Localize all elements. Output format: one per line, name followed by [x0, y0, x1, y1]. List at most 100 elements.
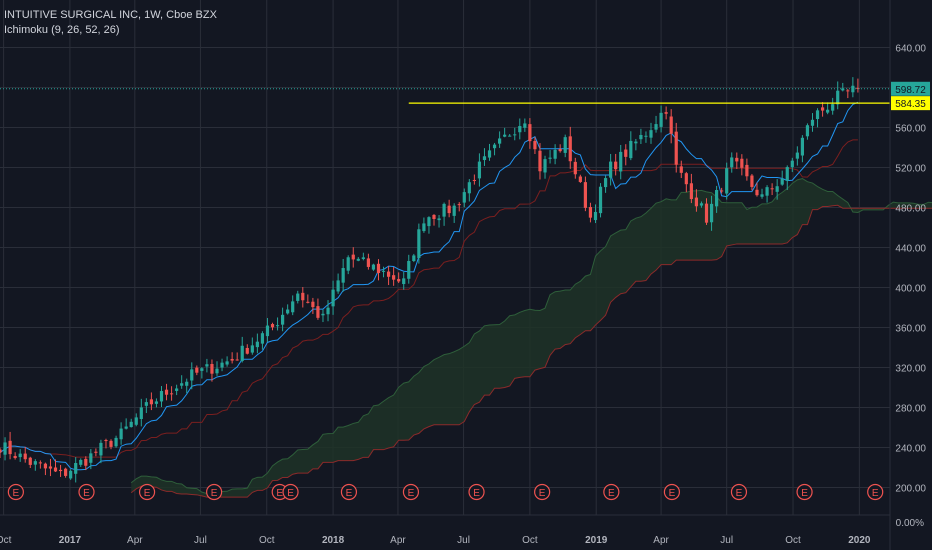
candle [64, 467, 68, 478]
candle-body [679, 166, 683, 173]
candle-body [351, 254, 355, 260]
candle-body [89, 453, 93, 463]
price-axis[interactable]: 640.00600.00560.00520.00480.00440.00400.… [889, 0, 930, 550]
candle-body [225, 361, 229, 365]
earnings-marker[interactable]: E [138, 483, 156, 501]
candle [563, 134, 567, 158]
candle-body [341, 268, 345, 283]
indicator-title[interactable]: Ichimoku (9, 26, 52, 26) [4, 24, 120, 36]
candle-body [235, 359, 239, 361]
candle-body [452, 205, 456, 216]
earnings-marker[interactable]: E [7, 483, 24, 501]
earnings-label: E [539, 488, 546, 499]
candle [8, 431, 12, 460]
candle [190, 362, 194, 390]
candle-body [659, 112, 663, 127]
candle [175, 384, 179, 396]
candle-body [154, 401, 159, 404]
candle [558, 144, 562, 153]
candle-body [785, 167, 789, 181]
candle [649, 122, 653, 144]
candle-body [386, 271, 391, 277]
earnings-marker[interactable]: E [663, 483, 681, 501]
earnings-marker[interactable]: E [78, 483, 95, 501]
candle [321, 309, 325, 323]
candle-body [129, 421, 133, 428]
candle-body [321, 313, 325, 316]
candle [583, 176, 587, 212]
candle [800, 135, 804, 163]
candle-body [417, 229, 421, 258]
candle [240, 336, 244, 363]
candle [538, 143, 542, 180]
candle [346, 255, 350, 275]
candle-body [563, 137, 567, 153]
y-tick-label: 480.00 [895, 204, 926, 215]
candle [13, 452, 17, 460]
candle [634, 138, 638, 151]
earnings-circle [867, 483, 884, 501]
earnings-label: E [801, 488, 808, 499]
earnings-marker[interactable]: E [206, 483, 223, 501]
candle-body [149, 399, 153, 405]
candle-body [795, 152, 799, 159]
candle-body [725, 168, 729, 194]
candle-body [634, 141, 638, 144]
earnings-circle [206, 483, 223, 501]
candle [482, 148, 487, 166]
time-axis[interactable]: Oct 2017 Apr Jul Oct 2018 Apr Jul Oct 2019 Apr Jul O… [0, 514, 890, 546]
x-tick-label: Oct [522, 535, 538, 546]
candle-body [841, 88, 845, 91]
candle-body [64, 468, 68, 476]
candle-body [760, 194, 764, 197]
candle [255, 333, 259, 354]
candle [366, 253, 370, 270]
candle-body [402, 278, 406, 285]
candle [785, 165, 789, 190]
candle-body [195, 367, 199, 373]
candle-body [114, 437, 118, 447]
candle-body [593, 211, 598, 221]
candle-body [134, 417, 138, 425]
candle [457, 202, 461, 212]
y-tick-label: 440.00 [895, 244, 926, 255]
candle [856, 78, 860, 93]
x-tick-label: Apr [127, 535, 143, 546]
y-tick-label: 520.00 [895, 164, 926, 175]
earnings-marker[interactable]: E [468, 483, 485, 501]
candle [760, 188, 764, 199]
candle-body [200, 368, 204, 371]
candle [296, 290, 300, 304]
candle-body [836, 90, 840, 105]
earnings-marker[interactable]: E [603, 483, 620, 501]
candle [790, 157, 794, 173]
candle [740, 154, 744, 176]
earnings-marker[interactable]: E [340, 483, 358, 501]
earnings-marker[interactable]: E [282, 483, 299, 501]
y-tick-label: 240.00 [895, 444, 926, 455]
candle-body [164, 389, 169, 395]
earnings-marker[interactable]: E [867, 483, 884, 501]
x-tick-label: 2018 [322, 535, 345, 546]
earnings-marker[interactable]: E [730, 483, 748, 501]
candle-body [371, 264, 376, 270]
earnings-label: E [408, 488, 415, 499]
candle-body [306, 301, 310, 303]
resistance-badge-text: 584.35 [895, 99, 926, 110]
candle-body [745, 164, 749, 177]
candle [351, 247, 355, 268]
candle [180, 375, 184, 389]
earnings-marker[interactable]: E [796, 483, 813, 501]
earnings-marker[interactable]: E [534, 483, 551, 501]
earnings-marker[interactable]: E [402, 483, 420, 501]
candle-body [694, 197, 699, 207]
earnings-circle [468, 483, 485, 501]
candle [735, 152, 739, 169]
earnings-circle [603, 483, 620, 501]
candle [291, 295, 295, 316]
candle [124, 418, 128, 430]
symbol-title[interactable]: INTUITIVE SURGICAL INC, 1W, Cboe BZX [4, 9, 217, 21]
candle [841, 82, 845, 92]
